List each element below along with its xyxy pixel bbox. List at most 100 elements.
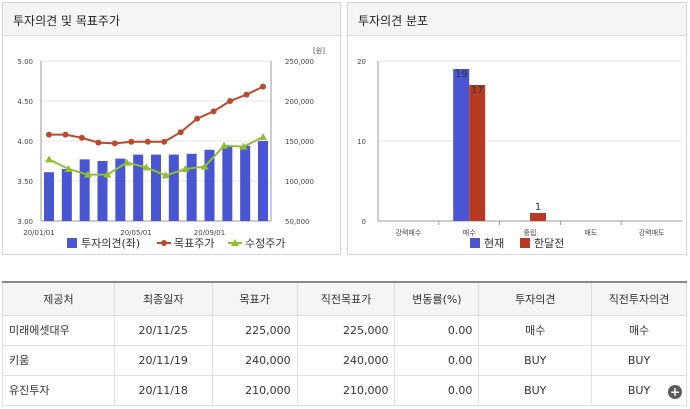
right-axis-tick: 250,000: [285, 58, 314, 66]
plus-icon[interactable]: +: [668, 385, 682, 399]
opinion-bar: [258, 141, 268, 221]
adjusted-price-point: [161, 171, 170, 179]
table-header-row: 제공처 최종일자 목표가 직전목표가 변동률(%) 투자의견 직전투자의견: [2, 281, 687, 316]
legend-label: 투자의견(좌): [81, 237, 140, 250]
panel-title: 투자의견 및 목표주가: [13, 14, 120, 28]
header-provider: 제공처: [2, 281, 115, 316]
distribution-bar: [453, 69, 470, 221]
target-price-cell: 240,000: [211, 344, 298, 376]
target-price-point: [260, 83, 266, 90]
opinion-bar: [79, 159, 90, 221]
opinion-bar: [115, 158, 126, 221]
adjusted-price-point: [142, 163, 151, 171]
prev-target-price-cell: 225,000: [296, 314, 396, 346]
legend-swatch: [161, 240, 167, 246]
target-price-point: [144, 138, 151, 145]
category-label: 매수: [463, 229, 476, 237]
target-price-point: [243, 91, 250, 98]
right-axis-tick: 100,000: [285, 178, 314, 186]
y-axis-tick: 0: [362, 218, 366, 226]
table-row: 유진투자 20/11/18 210,000 210,000 0.00 BUY B…: [2, 374, 687, 406]
adjusted-price-point: [83, 170, 92, 178]
x-axis-tick: 20/01/01: [23, 229, 54, 237]
legend-label: 목표주가: [174, 237, 214, 250]
change-rate-cell: 0.00: [394, 314, 480, 346]
bar-value-label: 19: [455, 69, 468, 80]
change-rate-cell: 0.00: [394, 374, 480, 406]
provider-cell: 키움: [2, 344, 115, 376]
panel-header: 투자의견 분포: [348, 3, 686, 36]
provider-cell: 미래에셋대우: [2, 314, 115, 346]
left-axis-tick: 3.00: [17, 218, 33, 226]
target-price-point: [128, 138, 135, 145]
target-price-point: [161, 138, 168, 145]
target-price-point: [227, 98, 234, 104]
legend-swatch: [67, 238, 77, 248]
target-price-cell: 210,000: [211, 374, 298, 406]
prev-target-price-cell: 210,000: [296, 374, 396, 406]
adjusted-price-point: [181, 165, 190, 172]
adjusted-price-point: [103, 170, 112, 178]
opinion-distribution-panel: 투자의견 분포 20 10 0 강력매수 매수 19 17 중립 1 매도 강력매도 현재 한달전: [347, 2, 687, 255]
right-axis-tick: 200,000: [285, 98, 314, 106]
left-axis-tick: 4.50: [17, 98, 33, 106]
x-axis-tick: 20/05/01: [120, 229, 151, 237]
legend-label: 한달전: [534, 237, 564, 250]
bar-value-label: 1: [535, 202, 541, 213]
prev-opinion-cell: 매수: [591, 314, 687, 346]
analyst-opinion-table: 제공처 최종일자 목표가 직전목표가 변동률(%) 투자의견 직전투자의견 미래…: [2, 281, 687, 406]
opinion-cell: BUY: [478, 374, 593, 406]
header-opinion: 투자의견: [478, 281, 593, 316]
header-prev-target-price: 직전목표가: [296, 281, 396, 316]
y-axis-tick: 10: [357, 138, 366, 146]
target-price-point: [46, 131, 52, 138]
opinion-bar: [168, 154, 179, 221]
unit-label: [원]: [313, 46, 325, 55]
x-axis-tick: 20/09/01: [194, 229, 225, 237]
target-price-point: [210, 108, 217, 115]
opinion-cell: BUY: [478, 344, 593, 376]
prev-opinion-cell: BUY: [591, 344, 687, 376]
category-label: 중립: [524, 229, 537, 237]
adjusted-price-point: [220, 141, 229, 149]
opinion-target-price-chart: 5.00 4.50 4.00 3.50 3.00 250,000 200,000 150,00…: [17, 46, 325, 250]
bar-value-label: 17: [471, 85, 484, 96]
target-price-point: [95, 139, 102, 146]
adjusted-price-point: [239, 142, 248, 150]
target-price-point: [78, 134, 85, 141]
prev-target-price-cell: 240,000: [296, 344, 396, 376]
adjusted-price-point: [45, 155, 53, 163]
target-price-point: [194, 115, 201, 122]
target-price-point: [177, 129, 184, 136]
header-target-price: 목표가: [211, 281, 298, 316]
legend-swatch: [231, 239, 239, 246]
opinion-bar: [151, 154, 161, 221]
target-price-point: [62, 131, 69, 138]
target-price-point: [111, 140, 118, 147]
legend-label: 현재: [484, 237, 504, 250]
adjusted-price-line: [48, 136, 264, 177]
opinion-bar: [240, 145, 251, 221]
adjusted-price-point: [259, 133, 267, 140]
panel-title: 투자의견 분포: [358, 14, 429, 28]
opinion-bar: [97, 161, 108, 221]
header-change-rate: 변동률(%): [394, 281, 480, 316]
legend-swatch: [470, 238, 480, 248]
left-axis-tick: 4.00: [17, 138, 33, 146]
opinion-bar: [44, 172, 54, 221]
opinion-bar: [204, 149, 215, 221]
opinion-bar: [133, 154, 144, 221]
target-price-cell: 225,000: [211, 314, 298, 346]
date-cell: 20/11/19: [113, 344, 213, 376]
adjusted-price-point: [64, 165, 73, 172]
date-cell: 20/11/18: [113, 374, 213, 406]
distribution-bar: [530, 213, 546, 221]
left-axis-tick: 5.00: [17, 58, 33, 66]
category-label: 강력매도: [639, 228, 665, 237]
target-price-line: [49, 85, 264, 145]
opinion-bar: [222, 145, 233, 221]
category-label: 강력매수: [396, 228, 422, 237]
left-axis-tick: 3.50: [17, 178, 33, 186]
opinion-bar: [186, 153, 197, 221]
